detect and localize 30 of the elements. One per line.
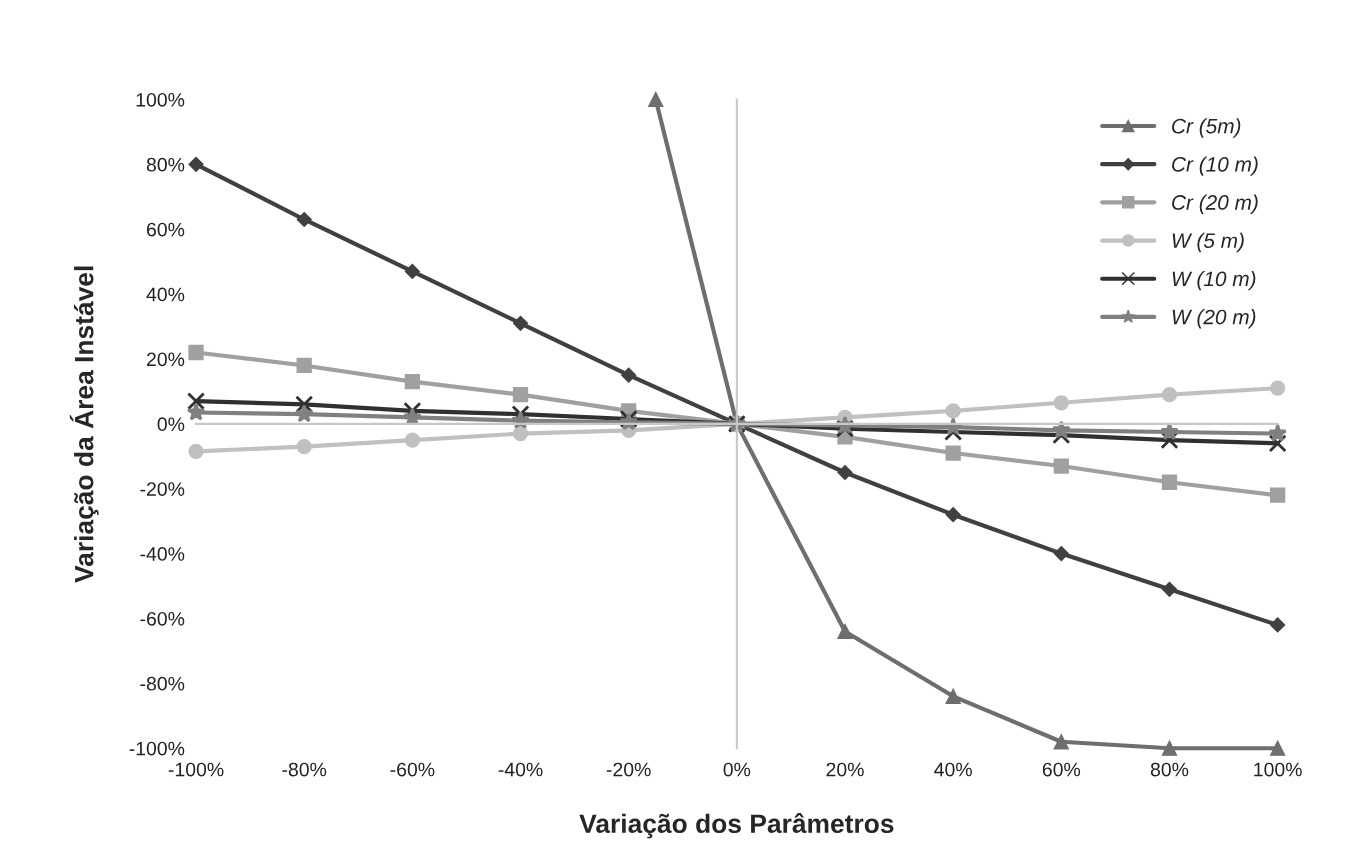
y-tick-label: -20% <box>140 482 185 496</box>
x-tick-label: -40% <box>498 762 543 777</box>
x-tick-label: -80% <box>282 762 327 777</box>
x-tick-label: 100% <box>1254 762 1302 777</box>
x-tick-label: -60% <box>390 762 435 777</box>
y-axis-title: Variação da Área Instável <box>69 266 99 583</box>
legend-label: W (20 m) <box>1172 309 1256 329</box>
legend-label: Cr (10 m) <box>1172 156 1258 176</box>
y-tick-label: -100% <box>129 741 185 756</box>
y-tick-label: -40% <box>140 547 185 561</box>
y-tick-label: 80% <box>146 157 185 172</box>
legend-label: Cr (5m) <box>1172 118 1241 138</box>
y-tick-label: 40% <box>146 287 185 302</box>
legend-label: Cr (20 m) <box>1172 194 1258 214</box>
x-tick-label: 0% <box>723 762 751 777</box>
x-tick-label: 80% <box>1150 762 1189 777</box>
y-tick-label: -80% <box>140 676 185 691</box>
x-tick-label: 20% <box>826 762 864 777</box>
y-tick-label: 20% <box>146 352 185 367</box>
x-axis-title: Variação dos Parâmetros <box>579 813 894 839</box>
y-tick-label: -60% <box>140 611 185 626</box>
y-tick-label: 100% <box>136 92 185 107</box>
legend-label: W (10 m) <box>1172 270 1256 291</box>
y-tick-label: 0% <box>157 417 185 432</box>
y-tick-label: 60% <box>147 222 185 237</box>
x-tick-label: 40% <box>934 762 972 777</box>
x-tick-label: 60% <box>1042 762 1081 777</box>
x-tick-label: -20% <box>606 762 651 777</box>
x-tick-label: -100% <box>168 762 224 777</box>
legend-label: W (5 m) <box>1172 232 1244 253</box>
